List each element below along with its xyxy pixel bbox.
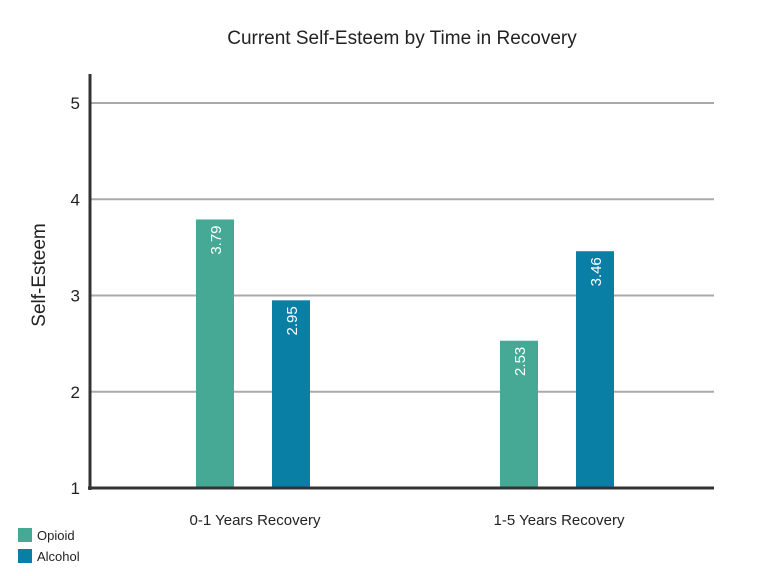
y-tick-label: 3	[71, 287, 80, 306]
y-axis-label: Self-Esteem	[29, 223, 50, 326]
x-tick-label: 0-1 Years Recovery	[190, 512, 321, 529]
legend-swatch-alcohol	[18, 549, 32, 563]
x-tick-label: 1-5 Years Recovery	[494, 512, 625, 529]
legend-swatch-opioid	[18, 528, 32, 542]
grid-lines	[90, 102, 714, 393]
legend-label-alcohol: Alcohol	[37, 549, 80, 564]
legend-label-opioid: Opioid	[37, 528, 75, 543]
y-tick-label: 4	[71, 190, 80, 209]
bar-value-label: 2.53	[512, 347, 529, 376]
y-tick-labels: 1 2 3 4 5	[71, 94, 80, 498]
bar-value-label: 2.95	[284, 306, 301, 335]
legend: Opioid Alcohol	[18, 528, 80, 564]
bars: 3.79 2.95 2.53 3.46	[196, 219, 614, 488]
bar-value-label: 3.79	[208, 225, 225, 254]
bar-opioid-2	[500, 340, 538, 488]
y-tick-label: 5	[71, 94, 80, 113]
bar-alcohol-2	[576, 251, 614, 488]
chart-title: Current Self-Esteem by Time in Recovery	[227, 28, 577, 49]
bar-alcohol-1	[272, 300, 310, 488]
bar-opioid-1	[196, 219, 234, 488]
bar-value-label: 3.46	[588, 257, 605, 286]
category-labels: 0-1 Years Recovery 1-5 Years Recovery	[190, 512, 625, 529]
axes	[88, 74, 714, 490]
y-tick-label: 2	[71, 383, 80, 402]
y-tick-label: 1	[71, 479, 80, 498]
